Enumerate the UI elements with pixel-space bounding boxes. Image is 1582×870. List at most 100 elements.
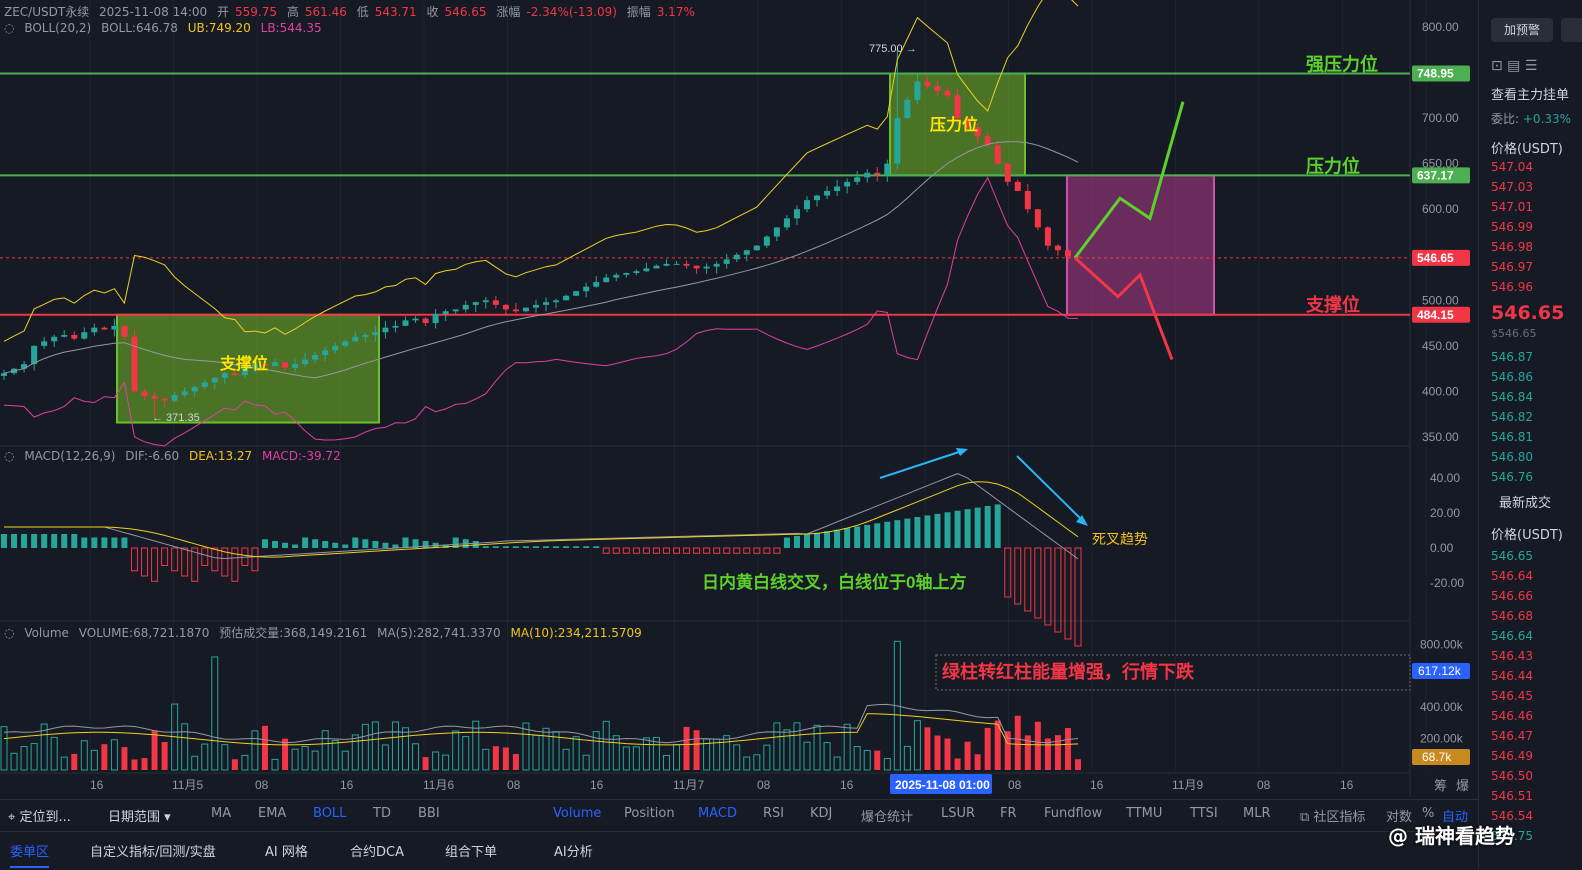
indicator-volume[interactable]: Volume: [553, 806, 602, 821]
candle-body: [251, 364, 258, 369]
more-button[interactable]: [1561, 18, 1582, 42]
indicator-rsi[interactable]: RSI: [763, 806, 785, 821]
boll-legend[interactable]: ◌ BOLL(20,2) BOLL:646.78 UB:749.20 LB:54…: [4, 21, 328, 35]
locate-button[interactable]: ⌖ 定位到...: [8, 810, 71, 825]
indicator-position[interactable]: Position: [624, 806, 675, 821]
volume-bar: [612, 735, 620, 771]
candle-body: [924, 81, 931, 87]
candle-body: [733, 254, 740, 260]
volume-bar: [562, 748, 570, 771]
tag-last-price: 546.65: [1417, 251, 1454, 265]
candle-body: [312, 355, 319, 360]
volume-bar: [522, 722, 530, 771]
community-indicator-button[interactable]: ⧉ 社区指标: [1300, 810, 1366, 825]
volume-bar: [422, 757, 429, 770]
tab-ai-analysis[interactable]: AI分析: [554, 845, 593, 860]
trade-price: 546.51: [1491, 789, 1533, 803]
macd-bar: [662, 547, 670, 554]
volume-bar: [622, 746, 630, 771]
candle-body: [292, 364, 299, 368]
indicator-mlr[interactable]: MLR: [1243, 806, 1271, 821]
ask-price[interactable]: 547.01: [1491, 200, 1533, 214]
tab-ai-grid[interactable]: AI 网格: [265, 845, 308, 860]
macd-bar: [743, 547, 751, 554]
boll-upper-line: [3, 0, 1079, 342]
tab-orders[interactable]: 委单区: [10, 841, 50, 868]
date-range-button[interactable]: 日期范围 ▾: [108, 810, 171, 825]
macd-bar: [844, 528, 851, 548]
ask-price[interactable]: 547.04: [1491, 160, 1533, 174]
volume-bar: [371, 721, 379, 771]
ask-price[interactable]: 546.96: [1491, 280, 1533, 294]
macd-bar: [171, 547, 179, 572]
bid-price[interactable]: 546.80: [1491, 450, 1533, 464]
percent-scale-button[interactable]: %: [1422, 806, 1435, 821]
open-label: 开: [217, 5, 230, 19]
indicator-ttmu[interactable]: TTMU: [1126, 806, 1163, 821]
tab-combo-order[interactable]: 组合下单: [445, 845, 498, 860]
macd-legend[interactable]: ◌ MACD(12,26,9) DIF:-6.60 DEA:13.27 MACD…: [4, 449, 347, 463]
volume-legend[interactable]: ◌ Volume VOLUME:68,721.1870 预估成交量:368,14…: [4, 624, 648, 641]
add-alert-button[interactable]: 加预警: [1491, 18, 1553, 42]
ask-price[interactable]: 546.97: [1491, 260, 1533, 274]
bid-price[interactable]: 546.81: [1491, 430, 1533, 444]
indicator-macd[interactable]: MACD: [698, 806, 737, 821]
view-orders-link[interactable]: 查看主力挂单: [1491, 88, 1570, 103]
auto-scale-button[interactable]: 自动: [1442, 810, 1469, 825]
indicator-ema[interactable]: EMA: [258, 806, 287, 821]
indicator-td[interactable]: TD: [373, 806, 391, 821]
chart-canvas[interactable]: 800.00750.00700.00650.00600.00550.00500.…: [0, 0, 1476, 796]
indicator-fundflow[interactable]: Fundflow: [1044, 806, 1103, 821]
macd-bar: [71, 534, 78, 548]
tag-volume-top: 617.12k: [1418, 664, 1462, 678]
candle-body: [904, 99, 911, 119]
bid-price[interactable]: 546.87: [1491, 350, 1533, 364]
macd-bar: [553, 546, 560, 548]
boll-mid: BOLL:646.78: [101, 21, 178, 35]
volume-bar: [512, 754, 519, 770]
candle-body: [814, 195, 821, 201]
eye-icon[interactable]: ◌: [4, 626, 15, 640]
candle-body: [824, 191, 831, 196]
ask-price[interactable]: 546.98: [1491, 240, 1533, 254]
indicator-bbi[interactable]: BBI: [418, 806, 440, 821]
price-tick: 400.00: [1422, 384, 1459, 398]
bid-price[interactable]: 546.86: [1491, 370, 1533, 384]
candle-body: [121, 325, 128, 337]
indicator-kdj[interactable]: KDJ: [810, 806, 833, 821]
eye-icon[interactable]: ◌: [4, 449, 15, 463]
trade-price: 546.45: [1491, 689, 1533, 703]
eye-icon[interactable]: ◌: [4, 21, 15, 35]
macd-bar: [512, 546, 519, 548]
tab-dca[interactable]: 合约DCA: [350, 845, 404, 860]
volume-bar: [311, 750, 319, 771]
bid-price[interactable]: 546.82: [1491, 410, 1533, 424]
tag-strong-resistance-bg: [1412, 65, 1470, 82]
volume-bar: [793, 722, 801, 771]
orderbook-view-icons[interactable]: ⊡ ▤ ☰: [1491, 58, 1538, 74]
indicator-ma[interactable]: MA: [211, 806, 232, 821]
indicator-liquidation[interactable]: 爆仓统计: [861, 810, 914, 825]
candle-body: [382, 327, 389, 333]
bid-price[interactable]: 546.84: [1491, 390, 1533, 404]
bid-price[interactable]: 546.76: [1491, 470, 1533, 484]
macd-bar: [642, 547, 650, 554]
volume-bar: [572, 736, 580, 771]
ask-price[interactable]: 547.03: [1491, 180, 1533, 194]
tab-custom-indicator[interactable]: 自定义指标/回测/实盘: [90, 845, 216, 860]
indicator-fr[interactable]: FR: [1000, 806, 1017, 821]
volume-bar: [833, 756, 841, 771]
ask-price[interactable]: 546.99: [1491, 220, 1533, 234]
volume-bar: [251, 730, 259, 771]
candle-body: [653, 265, 660, 269]
chart-area[interactable]: 800.00750.00700.00650.00600.00550.00500.…: [0, 0, 1476, 796]
indicator-ttsi[interactable]: TTSI: [1190, 806, 1218, 821]
indicator-boll[interactable]: BOLL: [313, 806, 347, 821]
volume-bar: [843, 723, 851, 771]
log-scale-button[interactable]: 对数: [1386, 810, 1413, 825]
candle-body: [522, 307, 529, 312]
volume-note-box: [935, 654, 1411, 691]
indicator-lsur[interactable]: LSUR: [941, 806, 976, 821]
volume-bar: [201, 743, 209, 771]
macd-bar: [904, 518, 911, 548]
